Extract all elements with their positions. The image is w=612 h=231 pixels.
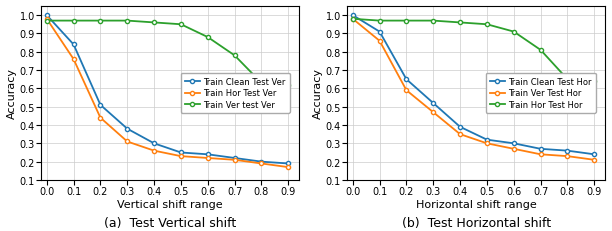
Train Ver test Ver [124, 20, 131, 23]
Train Clean Test Ver [204, 153, 212, 156]
Train Hor Test Ver [70, 58, 77, 61]
Train Ver Test Hor [483, 142, 491, 145]
Train Hor Test Ver [204, 157, 212, 160]
Train Ver Test Hor [349, 18, 356, 21]
Train Clean Test Ver [70, 44, 77, 47]
Line: Train Ver Test Hor: Train Ver Test Hor [351, 18, 597, 162]
Train Clean Test Ver [97, 104, 104, 107]
Train Clean Test Hor [537, 148, 544, 151]
X-axis label: Vertical shift range: Vertical shift range [118, 199, 223, 209]
Train Clean Test Ver [285, 162, 292, 165]
Train Hor Test Hor [537, 49, 544, 52]
Text: (b)  Test Horizontal shift: (b) Test Horizontal shift [401, 216, 551, 229]
Train Ver Test Hor [510, 148, 518, 151]
Train Ver test Ver [285, 84, 292, 87]
Legend: Train Clean Test Ver, Train Hor Test Ver, Train Ver test Ver: Train Clean Test Ver, Train Hor Test Ver… [181, 73, 289, 114]
Train Clean Test Ver [43, 15, 50, 17]
X-axis label: Horizontal shift range: Horizontal shift range [416, 199, 537, 209]
Train Clean Test Hor [376, 31, 383, 34]
Train Hor Test Hor [403, 20, 410, 23]
Y-axis label: Accuracy: Accuracy [313, 68, 323, 119]
Train Ver Test Hor [537, 153, 544, 156]
Train Hor Test Hor [430, 20, 437, 23]
Legend: Train Clean Test Hor, Train Ver Test Hor, Train Hor Test Hor: Train Clean Test Hor, Train Ver Test Hor… [485, 73, 595, 114]
Train Ver Test Hor [430, 111, 437, 114]
Train Ver Test Hor [457, 133, 464, 136]
Train Ver test Ver [70, 20, 77, 23]
Y-axis label: Accuracy: Accuracy [7, 68, 17, 119]
Train Clean Test Ver [124, 128, 131, 131]
Line: Train Clean Test Hor: Train Clean Test Hor [351, 14, 597, 157]
Train Ver test Ver [177, 24, 185, 27]
Train Ver Test Hor [591, 159, 598, 161]
Train Hor Test Hor [349, 18, 356, 21]
Train Hor Test Hor [376, 20, 383, 23]
Train Clean Test Ver [151, 142, 158, 145]
Train Hor Test Ver [151, 150, 158, 152]
Line: Train Clean Test Ver: Train Clean Test Ver [45, 14, 291, 166]
Line: Train Hor Test Hor: Train Hor Test Hor [351, 18, 597, 84]
Train Clean Test Hor [403, 79, 410, 81]
Train Ver test Ver [204, 36, 212, 39]
Train Ver test Ver [151, 22, 158, 25]
Train Clean Test Hor [457, 126, 464, 129]
Train Hor Test Hor [483, 24, 491, 27]
Train Hor Test Ver [231, 159, 238, 161]
Train Clean Test Ver [258, 161, 265, 163]
Train Ver Test Hor [376, 40, 383, 43]
Train Ver test Ver [97, 20, 104, 23]
Train Hor Test Hor [510, 31, 518, 34]
Train Hor Test Hor [564, 79, 571, 81]
Train Hor Test Ver [285, 166, 292, 169]
Line: Train Ver test Ver: Train Ver test Ver [45, 19, 291, 87]
Train Clean Test Ver [177, 152, 185, 154]
Line: Train Hor Test Ver: Train Hor Test Ver [45, 18, 291, 170]
Train Clean Test Hor [510, 142, 518, 145]
Train Hor Test Hor [457, 22, 464, 25]
Train Ver test Ver [258, 82, 265, 85]
Train Ver test Ver [43, 20, 50, 23]
Train Hor Test Ver [124, 140, 131, 143]
Train Hor Test Ver [177, 155, 185, 158]
Train Clean Test Hor [483, 139, 491, 141]
Train Hor Test Ver [43, 18, 50, 21]
Train Hor Test Ver [258, 162, 265, 165]
Train Clean Test Hor [430, 102, 437, 105]
Train Ver test Ver [231, 55, 238, 58]
Train Ver Test Hor [403, 89, 410, 92]
Train Clean Test Hor [591, 153, 598, 156]
Train Hor Test Ver [97, 117, 104, 120]
Train Clean Test Ver [231, 157, 238, 160]
Train Clean Test Hor [349, 15, 356, 17]
Train Hor Test Hor [591, 80, 598, 83]
Text: (a)  Test Vertical shift: (a) Test Vertical shift [104, 216, 236, 229]
Train Clean Test Hor [564, 150, 571, 152]
Train Ver Test Hor [564, 155, 571, 158]
